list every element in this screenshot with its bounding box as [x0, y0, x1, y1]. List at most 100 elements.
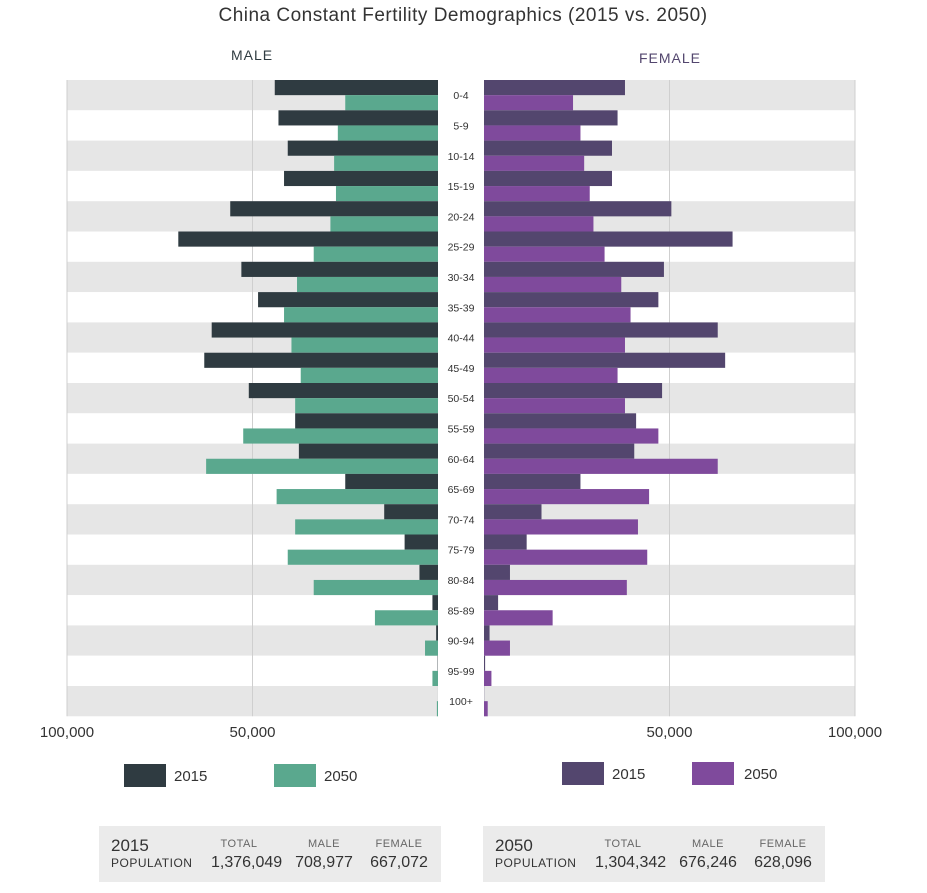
- bar-female-2015-35-39: [484, 292, 659, 308]
- bar-female-2050-100+: [484, 701, 488, 717]
- x-axis-ticks: 100,000 50,000 50,000 100,000: [40, 724, 882, 741]
- bar-female-2050-15-19: [484, 186, 590, 202]
- age-label: 10-14: [448, 151, 475, 163]
- summary-year: 2015: [111, 836, 149, 855]
- bar-male-2050-75-79: [287, 549, 438, 565]
- bar-female-2015-50-54: [484, 383, 663, 399]
- bar-female-2015-5-9: [484, 110, 618, 126]
- bar-female-2050-65-69: [484, 489, 650, 505]
- bar-female-2050-55-59: [484, 428, 659, 444]
- bar-male-2050-40-44: [291, 337, 438, 353]
- legend-swatch-female-2050: [692, 762, 734, 785]
- bar-male-2015-0-4: [274, 80, 438, 96]
- summary-female-label: FEMALE: [759, 838, 807, 850]
- bar-male-2015-15-19: [284, 170, 438, 187]
- summary-male: MALE 676,246: [675, 838, 741, 872]
- bar-male-2050-55-59: [243, 428, 438, 444]
- male-label: MALE: [231, 47, 273, 63]
- bar-female-2015-10-14: [484, 140, 612, 156]
- bar-female-2050-70-74: [484, 519, 638, 535]
- summary-total: TOTAL 1,376,049: [211, 838, 282, 872]
- bar-male-2015-85-89: [432, 595, 438, 611]
- bar-female-2015-40-44: [484, 322, 718, 338]
- bar-male-2050-65-69: [276, 489, 438, 505]
- bar-female-2015-85-89: [484, 595, 499, 611]
- bar-male-2015-45-49: [204, 352, 438, 368]
- bar-female-2050-5-9: [484, 125, 581, 141]
- bar-male-2050-90-94: [425, 640, 438, 656]
- bar-male-2015-20-24: [230, 201, 438, 217]
- summary-population-label: POPULATION: [495, 856, 577, 870]
- age-label: 55-59: [448, 423, 475, 435]
- legend-label-female-2050: 2050: [744, 766, 777, 783]
- bar-female-2050-50-54: [484, 398, 625, 414]
- bar-female-2015-0-4: [484, 80, 625, 96]
- bar-female-2015-60-64: [484, 443, 635, 459]
- summary-male-label: MALE: [308, 838, 340, 850]
- bar-female-2015-30-34: [484, 261, 664, 277]
- legend-swatch-female-2015: [562, 762, 604, 785]
- bar-female-2050-80-84: [484, 579, 627, 596]
- bar-female-2050-20-24: [484, 216, 594, 232]
- age-label: 50-54: [448, 393, 475, 405]
- bar-male-2050-100+: [436, 701, 438, 717]
- summary-total-label: TOTAL: [220, 838, 258, 850]
- age-label: 70-74: [448, 514, 475, 526]
- age-label: 90-94: [448, 636, 475, 648]
- bar-female-2015-15-19: [484, 170, 612, 187]
- age-label: 85-89: [448, 605, 475, 617]
- summary-2050: 2050 POPULATION TOTAL 1,304,342 MALE 676…: [483, 826, 825, 882]
- age-label: 100+: [449, 696, 473, 708]
- age-label: 0-4: [453, 90, 468, 102]
- bar-male-2015-30-34: [241, 261, 438, 277]
- bar-male-2015-60-64: [298, 443, 438, 459]
- bar-female-2050-0-4: [484, 95, 574, 111]
- bar-male-2050-45-49: [300, 367, 438, 383]
- chart-title: China Constant Fertility Demographics (2…: [218, 5, 707, 26]
- bar-female-2050-25-29: [484, 246, 605, 262]
- age-label: 95-99: [448, 666, 475, 678]
- tick-label-male: 50,000: [230, 724, 276, 741]
- age-label: 80-84: [448, 575, 475, 587]
- female-label: FEMALE: [639, 50, 701, 66]
- age-label: 35-39: [448, 302, 475, 314]
- legend-label-female-2015: 2015: [612, 766, 645, 783]
- bar-male-2015-25-29: [178, 231, 439, 247]
- legend-swatch-male-2050: [274, 764, 316, 787]
- legend: 2015 2050 2015 2050: [124, 762, 777, 787]
- bar-male-2050-25-29: [313, 246, 438, 262]
- bar-male-2050-70-74: [295, 519, 438, 535]
- bar-female-2015-90-94: [484, 625, 490, 641]
- legend-label-male-2015: 2015: [174, 768, 207, 785]
- summary-female: FEMALE 667,072: [366, 838, 432, 872]
- tick-label-female: 100,000: [828, 724, 882, 741]
- summary-total-label: TOTAL: [604, 838, 642, 850]
- bar-female-2015-80-84: [484, 564, 510, 580]
- summary-female-value: 667,072: [370, 854, 428, 871]
- bar-female-2015-55-59: [484, 413, 637, 429]
- bar-female-2050-75-79: [484, 549, 648, 565]
- summary-male-value: 676,246: [679, 854, 737, 871]
- bar-female-2015-70-74: [484, 504, 542, 520]
- bar-male-2015-70-74: [384, 504, 438, 520]
- bar-male-2050-30-34: [297, 276, 438, 293]
- bar-female-2015-25-29: [484, 231, 733, 247]
- summary-total-value: 1,304,342: [595, 854, 667, 871]
- summary-female-value: 628,096: [754, 854, 812, 871]
- bar-male-2050-0-4: [345, 95, 438, 111]
- bar-male-2050-35-39: [284, 307, 438, 323]
- legend-swatch-male-2015: [124, 764, 166, 787]
- legend-label-male-2050: 2050: [324, 768, 357, 785]
- bar-male-2050-60-64: [206, 458, 438, 474]
- age-label: 30-34: [448, 272, 475, 284]
- summary-2015: 2015 POPULATION TOTAL 1,376,049 MALE 708…: [99, 826, 441, 882]
- bar-female-2050-45-49: [484, 367, 618, 383]
- bar-male-2050-5-9: [337, 125, 438, 141]
- age-label: 75-79: [448, 545, 475, 557]
- summary-male-value: 708,977: [295, 854, 353, 871]
- bar-male-2015-55-59: [295, 413, 438, 429]
- age-label: 45-49: [448, 363, 475, 375]
- summary-male: MALE 708,977: [291, 838, 357, 872]
- bar-female-2015-65-69: [484, 473, 581, 490]
